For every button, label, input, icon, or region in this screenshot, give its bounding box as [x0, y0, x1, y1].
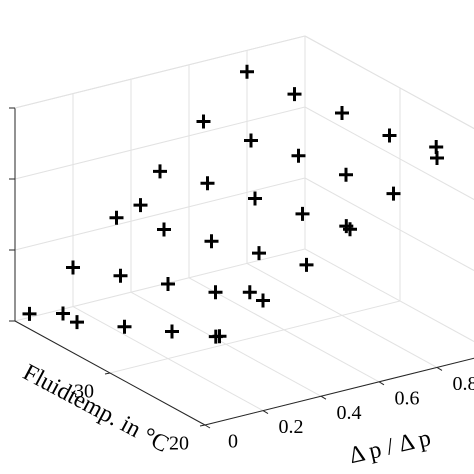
data-point: [252, 246, 266, 261]
data-point: [200, 176, 215, 191]
tick-mark: [199, 424, 206, 427]
tick-mark: [378, 381, 385, 386]
x-tick-label: 0.8: [453, 373, 474, 395]
axis-line: [204, 357, 474, 426]
data-point: [295, 206, 310, 221]
data-point: [208, 285, 223, 300]
box-edge: [14, 35, 306, 109]
data-point: [66, 260, 80, 275]
data-point: [339, 219, 354, 234]
y-tick-label: 30: [74, 381, 94, 403]
data-point: [248, 191, 262, 206]
data-point: [256, 293, 270, 308]
grid-line: [304, 248, 474, 343]
data-point: [22, 306, 37, 321]
data-point: [157, 222, 171, 237]
grid-line: [14, 177, 306, 251]
grid-line: [304, 177, 474, 272]
x-tick-label: 0.2: [279, 416, 304, 438]
data-point: [196, 114, 211, 129]
grid-line: [304, 106, 474, 201]
data-point: [240, 64, 254, 79]
data-point: [161, 277, 175, 292]
tick-mark: [104, 372, 111, 375]
data-point: [204, 234, 219, 249]
data-point: [382, 128, 397, 143]
data-point: [113, 268, 128, 283]
x-tick-label: 0: [228, 431, 238, 453]
data-point: [386, 186, 401, 201]
data-point: [339, 167, 353, 182]
x-axis-label: Δ p / Δ p: [347, 425, 434, 469]
data-point: [153, 164, 167, 179]
grid-line: [109, 300, 401, 374]
data-point: [56, 306, 70, 321]
tick-mark: [204, 424, 211, 429]
tick-mark: [436, 366, 443, 371]
tick-mark: [262, 410, 269, 415]
data-point: [242, 285, 257, 300]
data-point: [291, 148, 306, 163]
data-point: [70, 315, 84, 330]
data-point: [117, 319, 132, 334]
data-point: [335, 106, 349, 121]
data-point: [109, 210, 124, 225]
data-point: [244, 133, 258, 148]
grid-line: [14, 248, 306, 322]
data-point: [299, 257, 314, 272]
grid-line: [14, 106, 306, 180]
data-point: [165, 324, 179, 339]
box-edge: [304, 35, 474, 130]
data-point: [429, 140, 444, 155]
y-axis-label: Fluidtemp. in °C: [19, 359, 173, 458]
x-tick-label: 0.4: [337, 402, 362, 424]
data-point: [208, 329, 223, 344]
y-tick-label: 20: [169, 433, 189, 455]
data-point: [133, 198, 148, 213]
grid-line: [304, 35, 474, 130]
x-tick-label: 0.6: [395, 387, 420, 409]
tick-mark: [320, 395, 327, 400]
data-point: [287, 87, 302, 102]
